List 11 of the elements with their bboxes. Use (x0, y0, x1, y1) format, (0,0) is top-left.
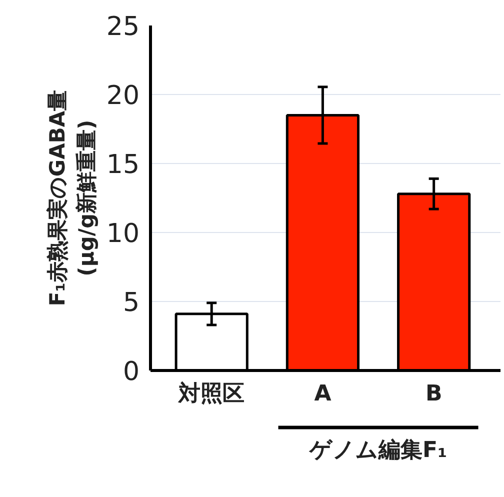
y-tick-label: 10 (106, 219, 140, 249)
y-tick-label: 0 (122, 357, 140, 387)
x-tick-label: B (425, 382, 442, 406)
y-tick-label: 15 (106, 150, 140, 180)
text: ゲノム編集F₁ (308, 438, 448, 463)
y-tick-label: 25 (106, 12, 140, 42)
y-tick-label: 20 (106, 81, 140, 111)
x-tick-label: 対照区 (178, 380, 245, 406)
x-tick-label: A (314, 382, 332, 406)
y-tick-label: 5 (122, 288, 140, 318)
y-axis-title: F₁赤熟果実のGABA量 (μg/g新鮮重量) (46, 90, 98, 306)
